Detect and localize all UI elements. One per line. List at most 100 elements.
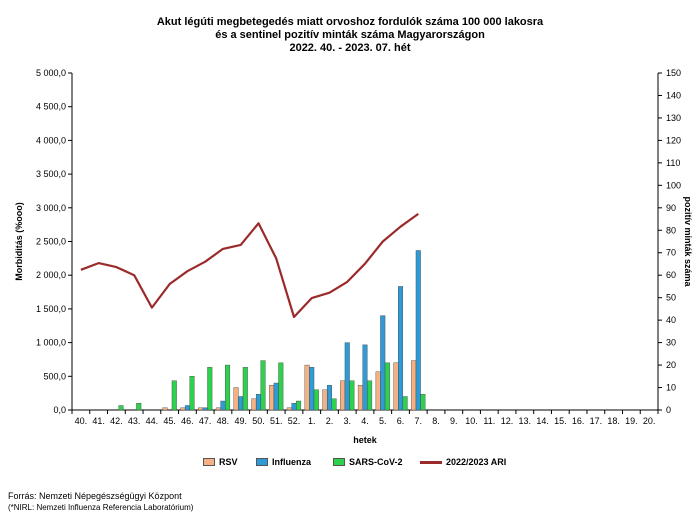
bar-sars-cov-2 [420,394,426,411]
x-tick-label: 15. [554,416,567,426]
x-tick-label: 49. [234,416,247,426]
x-tick-label: 41. [92,416,105,426]
x-tick-label: 3. [343,416,351,426]
source-line: Forrás: Nemzeti Népegészségügyi Központ [8,491,182,501]
bar-influenza [291,403,297,411]
x-tick-label: 16. [572,416,585,426]
bar-sars-cov-2 [313,389,319,411]
bar-rsv [198,407,204,411]
x-tick-label: 45. [163,416,176,426]
x-tick-label: 48. [217,416,230,426]
bar-sars-cov-2 [136,403,142,411]
y-right-tick-label: 140 [666,90,681,100]
y-right-tick-label: 30 [666,338,676,348]
legend-item-ari: 2022/2023 ARI [420,456,506,468]
x-tick-label: 1. [308,416,316,426]
chart-title-line-3: 2022. 40. - 2023. 07. hét [289,42,411,54]
x-tick-label: 47. [199,416,212,426]
bar-influenza [362,344,368,411]
x-tick-label: 7. [415,416,423,426]
bar-influenza [309,367,315,411]
bar-influenza [220,400,226,411]
bar-rsv [357,385,363,411]
y-left-tick-label: 4 000,0 [36,135,66,145]
x-tick-label: 8. [432,416,440,426]
y-left-tick-label: 4 500,0 [36,102,66,112]
bar-sars-cov-2 [296,400,302,411]
chart-title-line-1: Akut légúti megbetegedés miatt orvoshoz … [156,16,544,28]
legend-item-rsv: RSV [203,456,238,468]
bar-sars-cov-2 [171,380,177,411]
legend-swatch-ari [420,460,442,464]
x-tick-label: 52. [288,416,301,426]
line-ari [80,213,419,319]
x-tick-label: 20. [643,416,656,426]
bar-sars-cov-2 [260,360,266,411]
legend-label-sars-cov-2: SARS-CoV-2 [349,457,403,467]
y-right-tick-label: 70 [666,248,676,258]
x-tick-label: 42. [110,416,123,426]
legend-label-influenza: Influenza [272,457,312,467]
x-tick-label: 13. [519,416,532,426]
bar-sars-cov-2 [278,362,284,411]
x-tick-label: 6. [397,416,405,426]
bar-rsv [233,387,239,411]
x-tick-label: 19. [625,416,638,426]
chart-title-line-2: és a sentinel pozitív minták száma Magya… [215,29,485,41]
bar-influenza [255,394,261,411]
x-tick-label: 10. [465,416,478,426]
y-right-tick-label: 90 [666,203,676,213]
y-right-tick-label: 20 [666,360,676,370]
bar-influenza [184,405,190,411]
y-right-tick-label: 150 [666,68,681,78]
x-tick-label: 4. [361,416,369,426]
legend-swatch-influenza [256,458,268,466]
bar-rsv [251,398,257,411]
y-right-tick-label: 10 [666,383,676,393]
bar-rsv [269,385,275,411]
source-footnote: (*NIRL: Nemzeti Influenza Referencia Lab… [8,503,194,512]
legend-label-ari: 2022/2023 ARI [446,457,507,467]
bar-sars-cov-2 [242,367,248,411]
legend-swatch-sars-cov-2 [333,458,345,466]
bar-sars-cov-2 [331,398,337,411]
bar-sars-cov-2 [189,376,195,411]
y-left-tick-label: 5 000,0 [36,68,66,78]
legend-label-rsv: RSV [219,457,238,467]
bar-rsv [322,389,328,411]
bar-influenza [202,407,208,411]
bar-influenza [238,396,244,411]
y-axis-right-title: pozitív minták száma [683,196,693,287]
y-right-tick-label: 80 [666,225,676,235]
y-right-tick-label: 120 [666,135,681,145]
bar-influenza [415,250,421,411]
bar-sars-cov-2 [402,396,408,411]
bar-rsv [340,380,346,411]
chart-legend: RSV Influenza SARS-CoV-2 2022/2023 ARI [0,456,700,470]
y-right-tick-label: 50 [666,293,676,303]
y-left-tick-label: 2 000,0 [36,270,66,280]
y-right-tick-label: 0 [666,405,671,415]
bar-sars-cov-2 [118,405,124,411]
y-axis-left-title: Morbiditás (%ooo) [14,202,24,281]
y-left-tick-label: 3 000,0 [36,203,66,213]
bar-rsv [411,360,417,411]
y-right-tick-label: 60 [666,270,676,280]
x-tick-label: 12. [501,416,514,426]
bar-influenza [273,382,279,411]
bar-influenza [344,342,350,411]
y-left-tick-label: 1 500,0 [36,304,66,314]
bar-influenza [326,385,332,411]
legend-item-influenza: Influenza [256,456,311,468]
x-axis-title: hetek [353,435,378,445]
x-tick-label: 14. [536,416,549,426]
x-tick-label: 46. [181,416,194,426]
bar-rsv [180,407,186,411]
bar-sars-cov-2 [349,380,355,411]
bar-rsv [162,407,168,411]
y-left-tick-label: 0,0 [53,405,66,415]
bar-rsv [215,407,221,411]
chart-title: Akut légúti megbetegedés miatt orvoshoz … [0,16,700,55]
bar-rsv [304,364,310,411]
